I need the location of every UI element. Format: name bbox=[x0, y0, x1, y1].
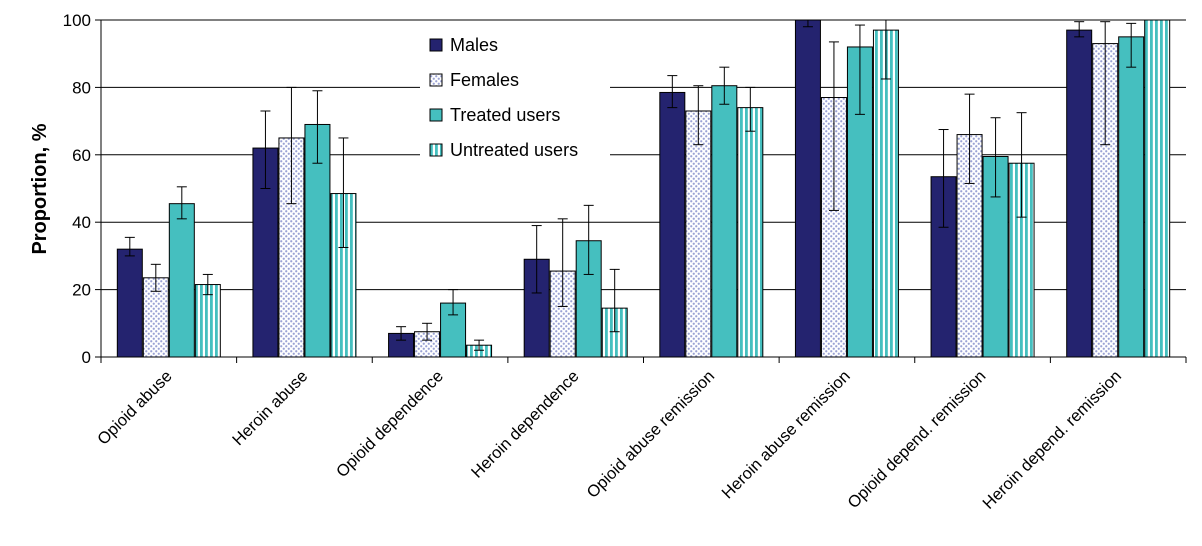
legend-label: Males bbox=[450, 35, 498, 55]
y-tick-label: 80 bbox=[72, 78, 91, 97]
bar bbox=[414, 331, 441, 358]
bar bbox=[1066, 29, 1093, 358]
error-bar bbox=[745, 86, 756, 132]
x-category-label: Opioid depend. remission bbox=[844, 367, 989, 512]
error-bar bbox=[938, 129, 949, 228]
bar bbox=[872, 29, 899, 358]
legend-item: Untreated users bbox=[429, 140, 578, 160]
error-bar bbox=[312, 90, 323, 164]
error-bar bbox=[396, 326, 407, 341]
error-bar bbox=[557, 218, 568, 307]
legend-swatch bbox=[429, 73, 443, 87]
error-bar bbox=[964, 93, 975, 184]
error-bar bbox=[1016, 112, 1027, 218]
x-category-label: Opioid dependence bbox=[333, 367, 447, 481]
error-bar bbox=[448, 289, 459, 316]
error-bar bbox=[286, 86, 297, 205]
error-bar bbox=[854, 24, 865, 115]
y-tick-label: 100 bbox=[63, 11, 91, 30]
x-category-label: Heroin depend. remission bbox=[979, 367, 1125, 513]
error-bar bbox=[583, 204, 594, 275]
error-bar bbox=[609, 268, 620, 333]
y-tick-label: 20 bbox=[72, 281, 91, 300]
legend-background bbox=[420, 27, 610, 177]
x-category-label: Opioid abuse bbox=[94, 367, 175, 448]
error-bar bbox=[531, 225, 542, 294]
legend-item: Males bbox=[429, 35, 498, 55]
error-bar bbox=[474, 339, 485, 351]
error-bar bbox=[802, 19, 813, 28]
error-bar bbox=[422, 322, 433, 341]
error-bar bbox=[202, 273, 213, 296]
x-category-label: Heroin abuse bbox=[229, 367, 311, 449]
bars bbox=[116, 19, 1171, 358]
bar bbox=[659, 91, 686, 358]
legend: Males Females Treated users Untreated users bbox=[420, 27, 610, 177]
legend-swatch bbox=[429, 38, 443, 52]
error-bar bbox=[828, 41, 839, 211]
x-category-label: Heroin dependence bbox=[468, 367, 583, 482]
error-bar bbox=[990, 117, 1001, 198]
y-tick-label: 40 bbox=[72, 213, 91, 232]
error-bar bbox=[1126, 22, 1137, 68]
x-category-label: Opioid abuse remission bbox=[583, 367, 718, 502]
legend-label: Females bbox=[450, 70, 519, 90]
x-category-label: Heroin abuse remission bbox=[718, 367, 853, 502]
bar bbox=[168, 203, 195, 358]
error-bar bbox=[124, 236, 135, 257]
error-bar bbox=[693, 85, 704, 146]
bar bbox=[116, 248, 143, 358]
error-bar bbox=[1100, 21, 1111, 146]
legend-item: Treated users bbox=[429, 105, 560, 125]
bar bbox=[737, 107, 764, 358]
bar bbox=[194, 284, 221, 358]
bar bbox=[1144, 19, 1171, 358]
y-axis-title: Proportion, % bbox=[29, 123, 51, 254]
legend-swatch bbox=[429, 108, 443, 122]
bar bbox=[711, 85, 738, 358]
legend-label: Untreated users bbox=[450, 140, 578, 160]
axes bbox=[95, 19, 1187, 363]
error-bar bbox=[176, 186, 187, 220]
legend-label: Treated users bbox=[450, 105, 560, 125]
bar bbox=[685, 110, 712, 358]
error-bar bbox=[338, 137, 349, 248]
error-bar bbox=[260, 110, 271, 189]
error-bar bbox=[667, 75, 678, 109]
error-bar bbox=[1074, 21, 1085, 38]
legend-item: Females bbox=[429, 70, 519, 90]
y-tick-label: 60 bbox=[72, 146, 91, 165]
error-bar bbox=[150, 263, 161, 292]
error-bar bbox=[880, 19, 891, 80]
y-tick-label: 0 bbox=[82, 348, 91, 367]
bar bbox=[252, 147, 279, 358]
error-bar bbox=[719, 66, 730, 105]
legend-swatch bbox=[429, 143, 443, 157]
bar bbox=[1118, 36, 1145, 358]
bar bbox=[794, 19, 821, 358]
